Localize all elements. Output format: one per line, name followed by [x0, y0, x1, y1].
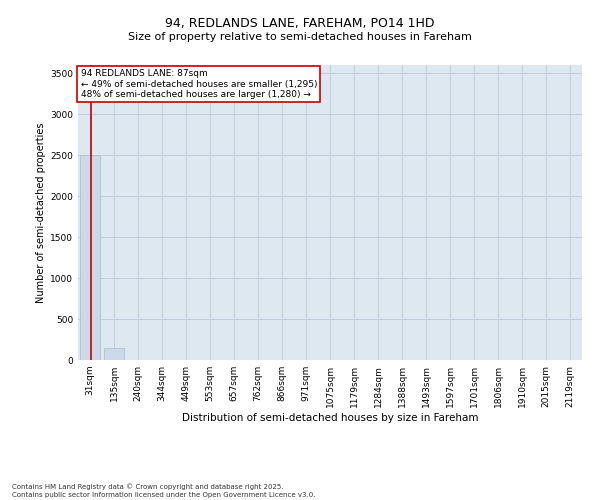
- Y-axis label: Number of semi-detached properties: Number of semi-detached properties: [36, 122, 46, 302]
- Bar: [80, 155, 100, 360]
- Text: Size of property relative to semi-detached houses in Fareham: Size of property relative to semi-detach…: [128, 32, 472, 42]
- Bar: [104, 348, 124, 360]
- Text: Contains HM Land Registry data © Crown copyright and database right 2025.
Contai: Contains HM Land Registry data © Crown c…: [12, 484, 316, 498]
- Text: 94 REDLANDS LANE: 87sqm
← 49% of semi-detached houses are smaller (1,295)
48% of: 94 REDLANDS LANE: 87sqm ← 49% of semi-de…: [80, 70, 317, 99]
- X-axis label: Distribution of semi-detached houses by size in Fareham: Distribution of semi-detached houses by …: [182, 412, 478, 422]
- Text: 94, REDLANDS LANE, FAREHAM, PO14 1HD: 94, REDLANDS LANE, FAREHAM, PO14 1HD: [165, 18, 435, 30]
